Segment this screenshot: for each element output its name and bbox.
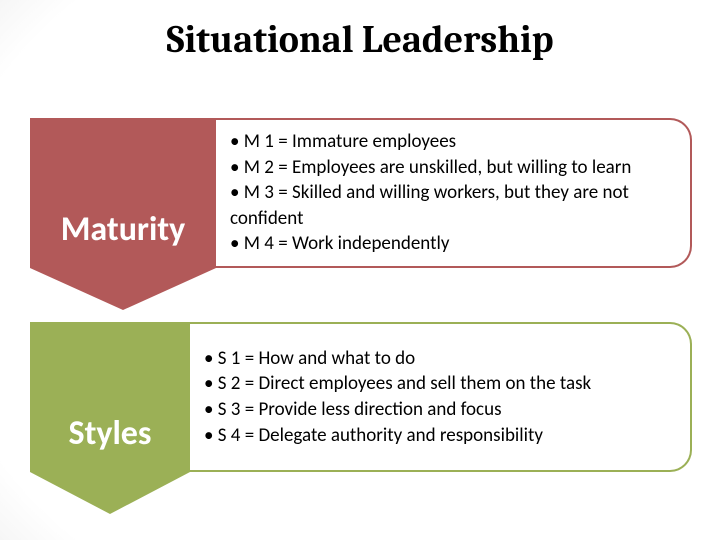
label-styles-text: Styles [69, 413, 152, 454]
chevron-down-icon [30, 268, 216, 310]
content-maturity: • M 1 = Immature employees • M 2 = Emplo… [216, 118, 692, 268]
page-title: Situational Leadership [0, 0, 720, 62]
label-wrap-styles: Styles [30, 322, 190, 472]
section-styles: Styles • S 1 = How and what to do • S 2 … [30, 322, 692, 472]
chevron-down-icon [30, 472, 190, 514]
label-wrap-maturity: Maturity [30, 118, 216, 268]
content-styles: • S 1 = How and what to do • S 2 = Direc… [190, 322, 692, 472]
bullet-item: • M 4 = Work independently [230, 231, 672, 257]
label-maturity-text: Maturity [61, 209, 186, 250]
bullet-item: • S 3 = Provide less direction and focus [204, 397, 672, 423]
bullet-item: • M 2 = Employees are unskilled, but wil… [230, 155, 672, 181]
bullet-item: • M 1 = Immature employees [230, 129, 672, 155]
section-maturity: Maturity • M 1 = Immature employees • M … [30, 118, 692, 268]
label-styles: Styles [30, 322, 190, 472]
bullet-item: • S 2 = Direct employees and sell them o… [204, 371, 672, 397]
label-maturity: Maturity [30, 118, 216, 268]
bullet-item: • M 3 = Skilled and willing workers, but… [230, 180, 672, 231]
bullet-item: • S 4 = Delegate authority and responsib… [204, 423, 672, 449]
bullet-item: • S 1 = How and what to do [204, 346, 672, 372]
